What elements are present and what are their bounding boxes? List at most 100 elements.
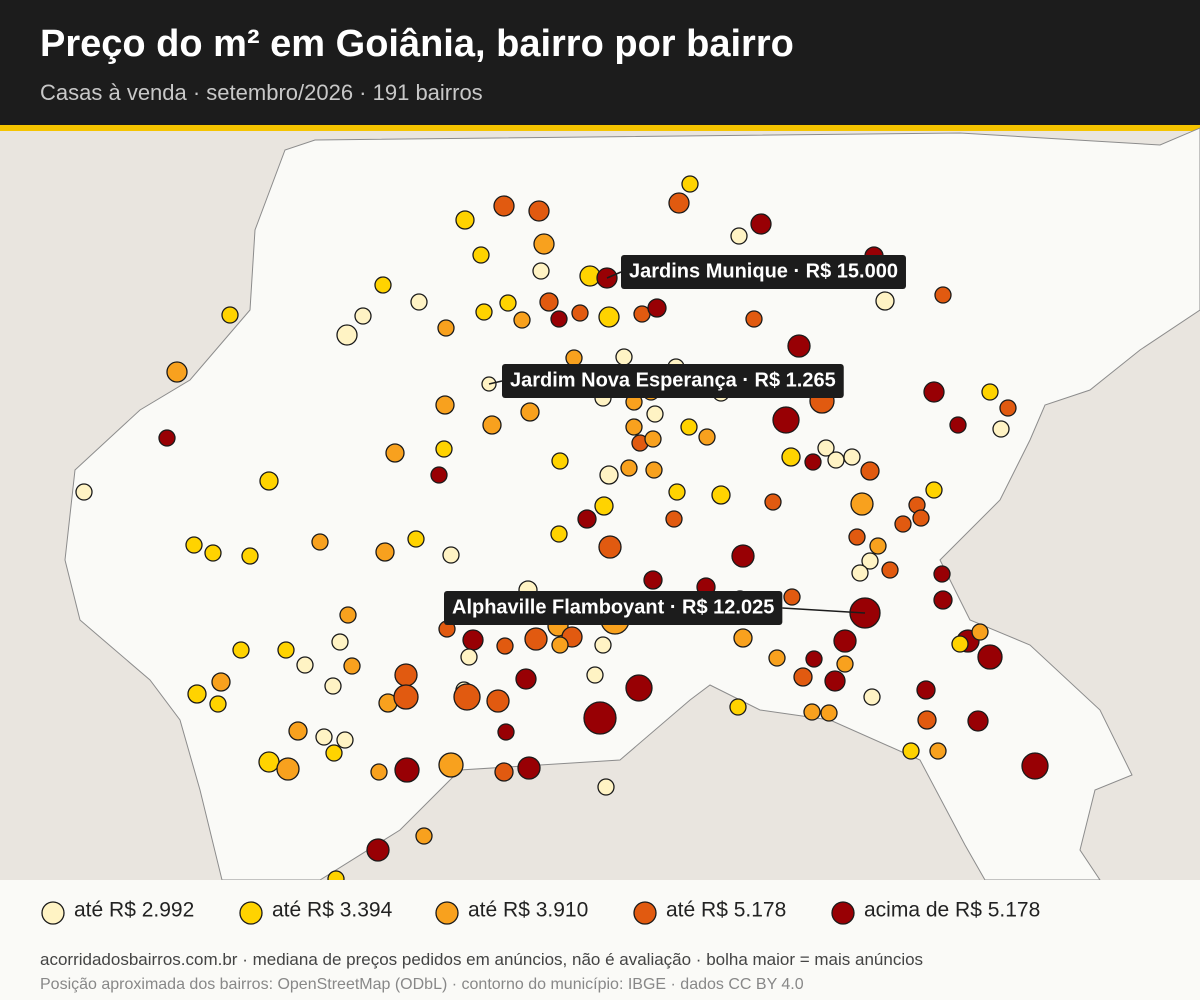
legend-label: até R$ 3.910 <box>468 899 588 922</box>
neighborhood-bubble <box>594 496 614 516</box>
neighborhood-bubble <box>472 246 490 264</box>
neighborhood-bubble <box>644 430 662 448</box>
neighborhood-bubble <box>863 688 881 706</box>
callout-box <box>444 591 783 625</box>
neighborhood-bubble <box>204 544 222 562</box>
neighborhood-bubble <box>971 623 989 641</box>
neighborhood-bubble <box>324 677 342 695</box>
neighborhood-bubble <box>925 481 943 499</box>
neighborhood-bubble <box>394 757 420 783</box>
neighborhood-bubble <box>393 684 419 710</box>
neighborhood-bubble <box>668 192 690 214</box>
neighborhood-bubble <box>311 533 329 551</box>
neighborhood-bubble <box>768 649 786 667</box>
neighborhood-bubble <box>981 383 999 401</box>
neighborhood-bubble <box>187 684 207 704</box>
neighborhood-bubble <box>277 641 295 659</box>
neighborhood-bubble <box>787 334 811 358</box>
neighborhood-bubble <box>967 710 989 732</box>
neighborhood-bubble <box>336 731 354 749</box>
neighborhood-bubble <box>158 429 176 447</box>
neighborhood-bubble <box>912 509 930 527</box>
neighborhood-bubble <box>999 399 1017 417</box>
footer-credits: Posição aproximada dos bairros: OpenStre… <box>40 976 804 993</box>
neighborhood-bubble <box>772 406 800 434</box>
neighborhood-bubble <box>520 402 540 422</box>
neighborhood-bubble <box>783 588 801 606</box>
neighborhood-bubble <box>805 650 823 668</box>
neighborhood-bubble <box>385 443 405 463</box>
neighborhood-bubble <box>407 530 425 548</box>
neighborhood-bubble <box>698 428 716 446</box>
callout-leader <box>782 607 866 614</box>
legend-label: até R$ 3.394 <box>272 899 393 922</box>
legend-swatch <box>435 901 459 925</box>
neighborhood-bubble <box>366 838 390 862</box>
neighborhood-bubble <box>793 667 813 687</box>
neighborhood-bubble <box>430 466 448 484</box>
callout-box <box>502 364 844 398</box>
subtitle: Casas à venda · setembro/2026 · 191 bair… <box>40 80 483 105</box>
neighborhood-bubble <box>354 307 372 325</box>
neighborhood-bubble <box>513 311 531 329</box>
neighborhood-bubble <box>827 451 845 469</box>
neighborhood-bubble <box>370 763 388 781</box>
neighborhood-bubble <box>336 324 358 346</box>
neighborhood-bubble <box>577 509 597 529</box>
neighborhood-bubble <box>586 666 604 684</box>
neighborhood-bubble <box>259 471 279 491</box>
callout-leader <box>606 271 622 279</box>
neighborhood-bubble <box>515 668 537 690</box>
neighborhood-bubble <box>497 723 515 741</box>
neighborhood-bubble <box>817 439 835 457</box>
neighborhood-bubble <box>482 415 502 435</box>
neighborhood-bubble <box>902 742 920 760</box>
neighborhood-bubble <box>166 361 188 383</box>
neighborhood-bubble <box>820 704 838 722</box>
neighborhood-bubble <box>615 348 633 366</box>
neighborhood-bubble <box>435 395 455 415</box>
neighborhood-bubble <box>394 663 418 687</box>
neighborhood-bubble <box>550 525 568 543</box>
neighborhood-bubble <box>331 633 349 651</box>
neighborhood-bubble <box>241 547 259 565</box>
municipality-outline <box>64 127 1200 881</box>
neighborhood-bubble <box>665 510 683 528</box>
neighborhood-bubble <box>804 453 822 471</box>
neighborhood-bubble <box>917 710 937 730</box>
neighborhood-bubble <box>848 528 866 546</box>
neighborhood-bubble <box>645 461 663 479</box>
neighborhood-bubble <box>276 757 300 781</box>
neighborhood-bubble <box>668 483 686 501</box>
neighborhood-bubble <box>583 701 617 735</box>
legend-swatch <box>633 901 657 925</box>
neighborhood-bubble <box>625 418 643 436</box>
neighborhood-bubble <box>499 294 517 312</box>
neighborhood-bubble <box>647 298 667 318</box>
neighborhood-bubble <box>681 175 699 193</box>
neighborhood-bubble <box>453 683 481 711</box>
neighborhood-bubble <box>288 721 308 741</box>
neighborhood-bubble <box>442 546 460 564</box>
neighborhood-bubble <box>750 213 772 235</box>
neighborhood-bubble <box>733 628 753 648</box>
neighborhood-bubble <box>949 416 967 434</box>
neighborhood-bubble <box>528 200 550 222</box>
legend-label: até R$ 2.992 <box>74 899 194 922</box>
title: Preço do m² em Goiânia, bairro por bairr… <box>40 23 794 65</box>
neighborhood-bubble <box>894 515 912 533</box>
neighborhood-bubble <box>598 535 622 559</box>
neighborhood-bubble <box>496 637 514 655</box>
neighborhood-bubble <box>861 552 879 570</box>
neighborhood-bubble <box>599 465 619 485</box>
neighborhood-bubble <box>781 447 801 467</box>
neighborhood-bubble <box>916 680 936 700</box>
legend-area <box>0 880 1200 1000</box>
neighborhood-bubble <box>315 728 333 746</box>
neighborhood-bubble <box>836 655 854 673</box>
neighborhood-bubble <box>296 656 314 674</box>
neighborhood-bubble <box>539 292 559 312</box>
neighborhood-bubble <box>437 319 455 337</box>
neighborhood-bubble <box>933 590 953 610</box>
neighborhood-bubble <box>646 405 664 423</box>
